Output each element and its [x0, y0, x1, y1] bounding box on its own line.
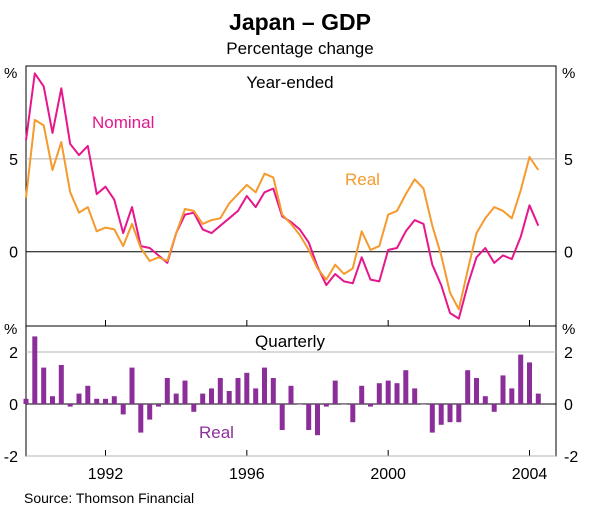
quarterly-bar — [447, 404, 453, 423]
quarterly-bar — [491, 404, 497, 412]
y-tick-label-left: 5 — [9, 152, 18, 169]
quarterly-bar — [509, 388, 515, 404]
quarterly-bar — [421, 404, 426, 405]
quarterly-bar — [217, 378, 223, 404]
quarterly-bar — [474, 378, 479, 404]
quarterly-bar — [438, 404, 444, 425]
gridlines — [26, 158, 556, 457]
quarterly-bar — [456, 404, 462, 423]
series-line-nominal — [25, 72, 540, 320]
unit-label-bottom-right: % — [562, 321, 575, 338]
quarterly-bar — [94, 398, 100, 404]
quarterly-bar — [235, 378, 241, 404]
quarterly-bar — [173, 393, 179, 404]
x-tick-label: 2004 — [512, 466, 548, 483]
axis-labels: 0 0 5 5 -2 -2 0 0 2 2 1992 1996 2000 2004 — [4, 152, 579, 483]
quarterly-bar — [76, 393, 82, 404]
quarterly-bar — [359, 385, 365, 404]
quarterly-bar — [332, 380, 338, 404]
quarterly-bar — [341, 404, 347, 405]
unit-label-bottom-left: % — [4, 321, 17, 338]
quarterly-bar — [129, 367, 135, 404]
quarterly-bar — [394, 383, 400, 404]
quarterly-bar — [138, 404, 144, 433]
quarterly-bar — [429, 404, 435, 433]
quarterly-bar — [85, 385, 91, 404]
quarterly-bars — [23, 336, 541, 436]
legend-nominal: Nominal — [92, 113, 154, 132]
panel-title-quarterly: Quarterly — [255, 332, 325, 351]
quarterly-bar — [535, 393, 541, 404]
quarterly-bar — [200, 393, 206, 404]
quarterly-bar — [67, 404, 73, 407]
panel-title-year-ended: Year-ended — [246, 73, 333, 92]
quarterly-bar — [226, 391, 232, 404]
quarterly-bar — [500, 375, 506, 404]
quarterly-bar — [23, 398, 29, 404]
quarterly-bar — [368, 404, 373, 407]
quarterly-bar — [244, 372, 250, 404]
quarterly-bar — [297, 404, 303, 405]
y-tick-label-right: 2 — [564, 345, 573, 362]
y-tick-label-right: 5 — [564, 152, 573, 169]
quarterly-bar — [385, 380, 391, 404]
quarterly-bar — [253, 388, 259, 404]
series-line-real — [25, 118, 540, 311]
quarterly-bar — [103, 398, 108, 404]
quarterly-bar — [482, 396, 488, 404]
y-tick-label-right: 0 — [564, 397, 573, 414]
unit-label-top-left: % — [4, 65, 17, 82]
unit-label-top-right: % — [562, 65, 575, 82]
quarterly-bar — [191, 404, 197, 412]
quarterly-bar — [323, 404, 329, 407]
quarterly-bar — [527, 362, 532, 404]
y-tick-label-left: 0 — [9, 397, 18, 414]
x-tick-label: 1992 — [88, 466, 124, 483]
quarterly-bar — [147, 404, 153, 420]
y-tick-label-right: 0 — [564, 245, 573, 262]
legend-quarterly-real: Real — [199, 423, 234, 442]
y-tick-label-left: 0 — [9, 245, 18, 262]
quarterly-bar — [376, 383, 382, 404]
quarterly-bar — [315, 404, 320, 436]
y-tick-label-left: 2 — [9, 345, 18, 362]
quarterly-bar — [164, 378, 170, 404]
x-tick-label: 2000 — [370, 466, 406, 483]
quarterly-bar — [403, 370, 409, 404]
quarterly-bar — [32, 336, 38, 404]
quarterly-bar — [209, 388, 214, 404]
quarterly-bar — [111, 396, 117, 404]
quarterly-bar — [41, 367, 47, 404]
quarterly-bar — [182, 380, 188, 404]
quarterly-bar — [270, 378, 276, 404]
quarterly-bar — [50, 396, 55, 404]
quarterly-bar — [412, 388, 418, 404]
source-note: Source: Thomson Financial — [24, 490, 194, 506]
year-ended-lines — [25, 72, 540, 320]
x-tick-label: 1996 — [229, 466, 265, 483]
legend-real: Real — [345, 170, 380, 189]
chart-subtitle: Percentage change — [226, 39, 373, 58]
y-tick-label-left: -2 — [4, 449, 18, 466]
y-tick-label-right: -2 — [564, 449, 578, 466]
quarterly-bar — [58, 365, 64, 404]
quarterly-bar — [156, 404, 161, 407]
quarterly-bar — [279, 404, 285, 430]
quarterly-bar — [350, 404, 356, 423]
quarterly-bar — [120, 404, 126, 415]
panel-frame-0 — [25, 65, 557, 327]
quarterly-bar — [306, 404, 312, 430]
quarterly-bar — [262, 367, 267, 404]
quarterly-bar — [518, 354, 524, 404]
quarterly-bar — [288, 385, 294, 404]
quarterly-bar — [465, 370, 471, 404]
chart-title: Japan – GDP — [229, 9, 371, 35]
